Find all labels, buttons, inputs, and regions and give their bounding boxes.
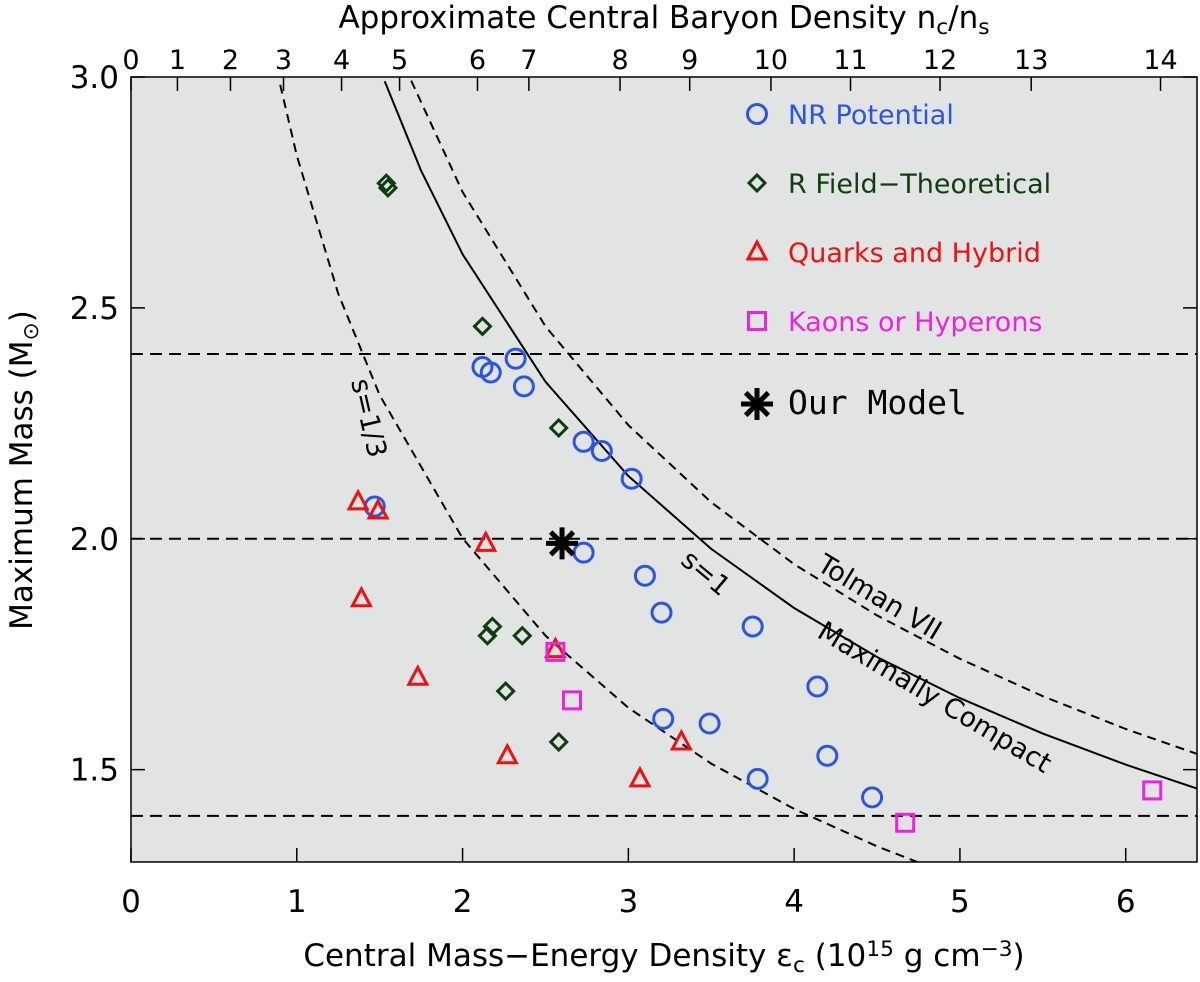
data-point: [698, 712, 721, 735]
y-tick-label: 2.5: [70, 291, 119, 327]
x2-axis-title: Approximate Central Baryon Density nc/ns: [338, 0, 989, 40]
data-point: [816, 744, 839, 767]
x-tick-label: 3: [618, 884, 638, 920]
data-point: [633, 564, 656, 587]
data-point: [590, 440, 613, 463]
x-axis-title-part: −3: [981, 937, 1013, 962]
legend-label: Kaons or Hyperons: [788, 307, 1043, 338]
data-point: [669, 728, 693, 751]
x2-tick-label: 14: [1143, 45, 1177, 76]
x2-tick-label: 0: [122, 45, 139, 76]
x-axis-title-part: (10: [805, 938, 866, 974]
y-tick-label: 1.5: [70, 753, 119, 789]
legend-marker: [741, 388, 773, 420]
y-axis-title-part: ⊙: [19, 322, 44, 340]
x2-tick-label: 5: [391, 45, 408, 76]
x2-axis-title-part: s: [978, 15, 989, 40]
data-point: [474, 530, 498, 552]
legend-label: R Field−Theoretical: [788, 169, 1051, 200]
x-axis-title-part: ): [1013, 938, 1025, 974]
x2-axis-title-part: /n: [948, 0, 978, 36]
data-point: [482, 616, 503, 637]
x-axis-title-part: g cm: [894, 938, 981, 974]
y-tick-label: 3.0: [70, 60, 119, 96]
data-point: [628, 765, 652, 788]
data-point: [572, 430, 595, 453]
data-point: [620, 467, 643, 490]
data-point: [561, 690, 582, 711]
x-axis-title-part: c: [793, 953, 805, 978]
data-point: [479, 361, 502, 384]
x2-tick-label: 7: [520, 45, 537, 76]
x-axis-title-part: 15: [866, 937, 894, 962]
curve: [383, 80, 1197, 790]
x2-tick-label: 9: [681, 45, 698, 76]
y-axis-title: Maximum Mass (M⊙): [4, 310, 44, 630]
plot-area: [131, 80, 1197, 862]
data-point: [504, 347, 527, 370]
data-point: [746, 767, 769, 790]
x2-tick-label: 13: [1014, 45, 1048, 76]
data-point: [512, 625, 533, 646]
data-point: [861, 786, 884, 809]
data-point: [895, 812, 916, 833]
data-point: [548, 417, 569, 439]
x2-axis-title-part: Approximate Central Baryon Density n: [338, 0, 936, 36]
x-axis-title-part: Central Mass−Energy Density ε: [303, 938, 793, 974]
y-axis-title-part: Maximum Mass (M: [4, 340, 40, 629]
data-point: [806, 675, 829, 698]
x2-tick-label: 10: [754, 45, 788, 76]
data-point: [495, 681, 516, 702]
curve: [410, 80, 1197, 755]
data-point: [472, 316, 493, 337]
data-point: [495, 742, 519, 765]
x-tick-label: 5: [950, 884, 970, 920]
data-point: [512, 375, 535, 398]
data-point: [546, 527, 579, 560]
x2-tick-label: 3: [275, 45, 292, 76]
x2-tick-label: 12: [923, 45, 957, 76]
legend-label: NR Potential: [788, 100, 954, 131]
data-point: [1142, 780, 1163, 801]
data-point: [741, 615, 764, 638]
curve: [279, 84, 919, 862]
legend-marker: [745, 238, 769, 261]
plot-frame: [130, 76, 1198, 863]
legend-label: Our Model: [788, 383, 967, 422]
legend-marker: [747, 311, 767, 331]
y-axis-title-part: ): [4, 310, 40, 322]
data-point: [548, 731, 569, 753]
x-axis-title: Central Mass−Energy Density εc (1015 g c…: [303, 937, 1024, 977]
x2-tick-label: 8: [611, 45, 628, 76]
x-tick-label: 6: [1116, 884, 1136, 920]
x-tick-label: 4: [784, 884, 804, 920]
data-point: [349, 585, 373, 608]
x2-tick-label: 4: [333, 45, 350, 76]
x-tick-label: 0: [121, 884, 141, 920]
legend-marker: [746, 103, 768, 125]
x2-tick-label: 2: [222, 45, 239, 76]
data-point: [406, 664, 430, 686]
data-point: [545, 641, 566, 662]
data-point: [376, 173, 397, 194]
x-tick-label: 2: [453, 884, 473, 920]
x2-tick-label: 11: [833, 45, 867, 76]
y-tick-label: 2.0: [70, 522, 119, 558]
x2-axis-title-part: c: [936, 15, 948, 40]
data-point: [377, 177, 399, 198]
legend-label: Quarks and Hybrid: [788, 238, 1041, 269]
data-point: [346, 488, 370, 511]
data-point: [650, 601, 673, 624]
x-tick-label: 1: [287, 884, 307, 920]
x2-tick-label: 1: [169, 45, 186, 76]
data-point: [652, 707, 675, 730]
data-point: [366, 497, 390, 520]
x2-tick-label: 6: [469, 45, 486, 76]
data-point: [543, 636, 567, 659]
legend-marker: [746, 172, 768, 194]
